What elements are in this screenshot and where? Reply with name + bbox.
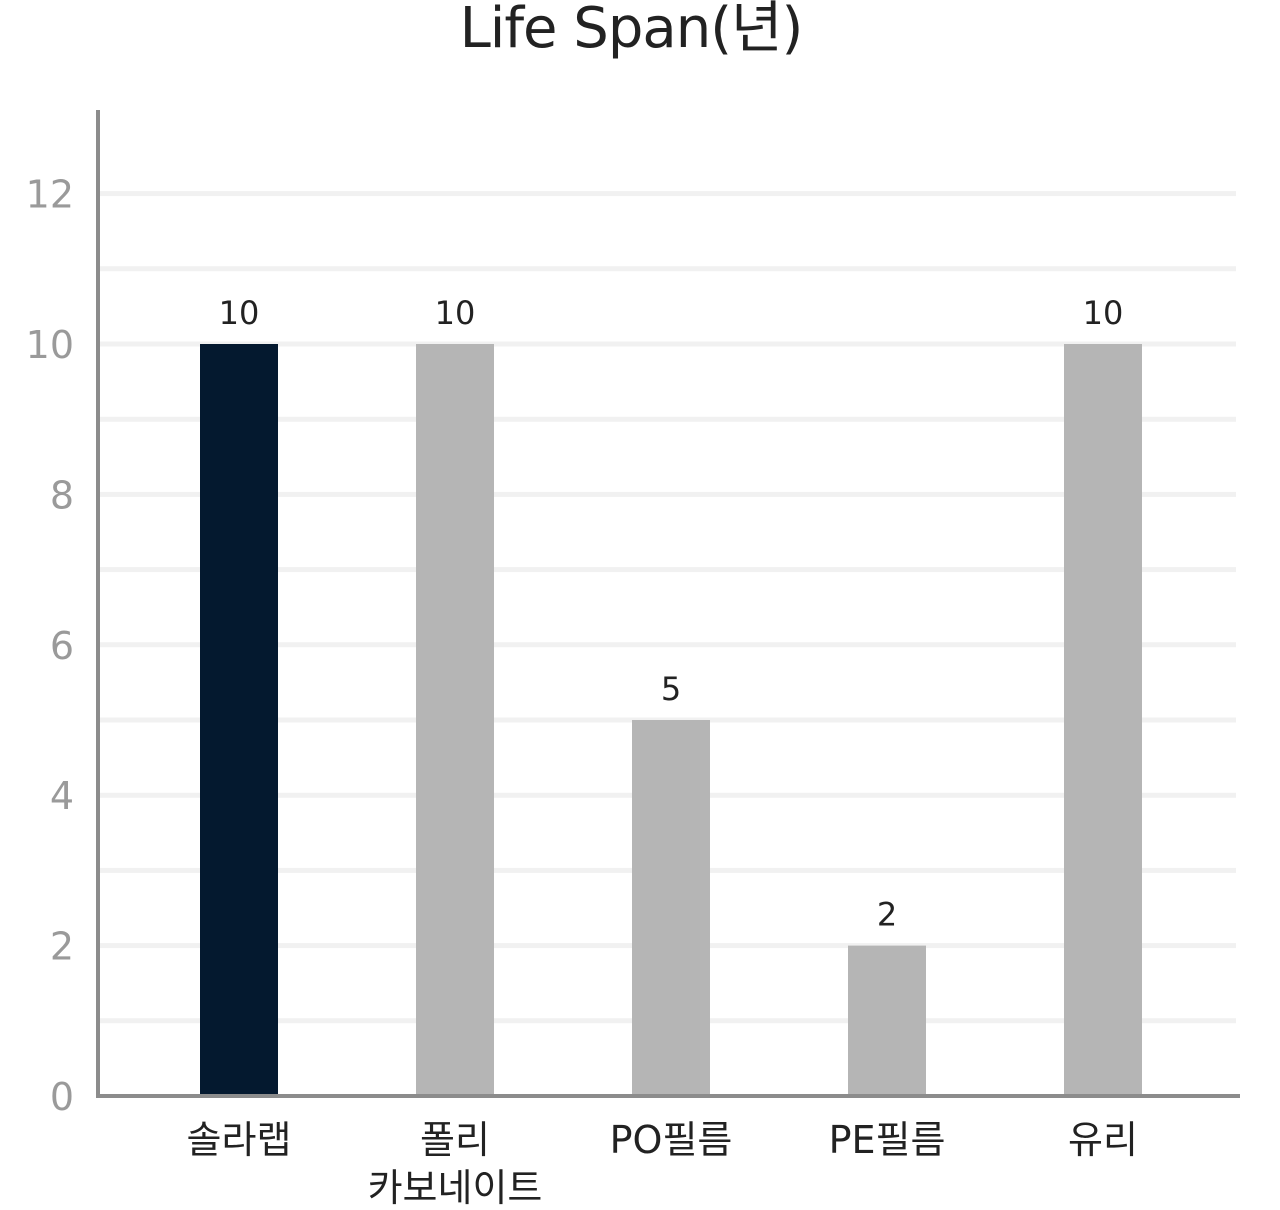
bars (200, 344, 1142, 1096)
axes (96, 110, 1240, 1098)
chart-title: Life Span(년) (460, 0, 803, 61)
x-tick-label: 폴리 (420, 1118, 490, 1162)
y-tick-label: 6 (50, 624, 74, 668)
bar (1064, 344, 1142, 1096)
y-tick-label: 2 (50, 925, 74, 969)
data-labels: 10 10 5 2 10 (219, 294, 1124, 934)
bar (416, 344, 494, 1096)
y-tick-label: 4 (50, 774, 74, 818)
y-tick-label: 12 (26, 173, 74, 217)
data-label: 10 (219, 294, 260, 332)
data-label: 5 (661, 670, 681, 708)
x-tick-label: 유리 (1068, 1118, 1138, 1162)
y-tick-label: 10 (26, 323, 74, 367)
x-tick-label: PO필름 (610, 1118, 733, 1162)
data-label: 10 (1083, 294, 1124, 332)
x-tick-label: 카보네이트 (368, 1166, 543, 1210)
x-tick-label: 솔라랩 (187, 1118, 292, 1162)
data-label: 2 (877, 896, 897, 934)
data-label: 10 (435, 294, 476, 332)
y-tick-label: 0 (50, 1075, 74, 1119)
bar (200, 344, 278, 1096)
y-tick-label: 8 (50, 473, 74, 517)
bar (848, 945, 926, 1096)
x-tick-label: PE필름 (829, 1118, 946, 1162)
y-axis-tick-labels: 0 2 4 6 8 10 12 (26, 173, 74, 1119)
bar (632, 720, 710, 1096)
